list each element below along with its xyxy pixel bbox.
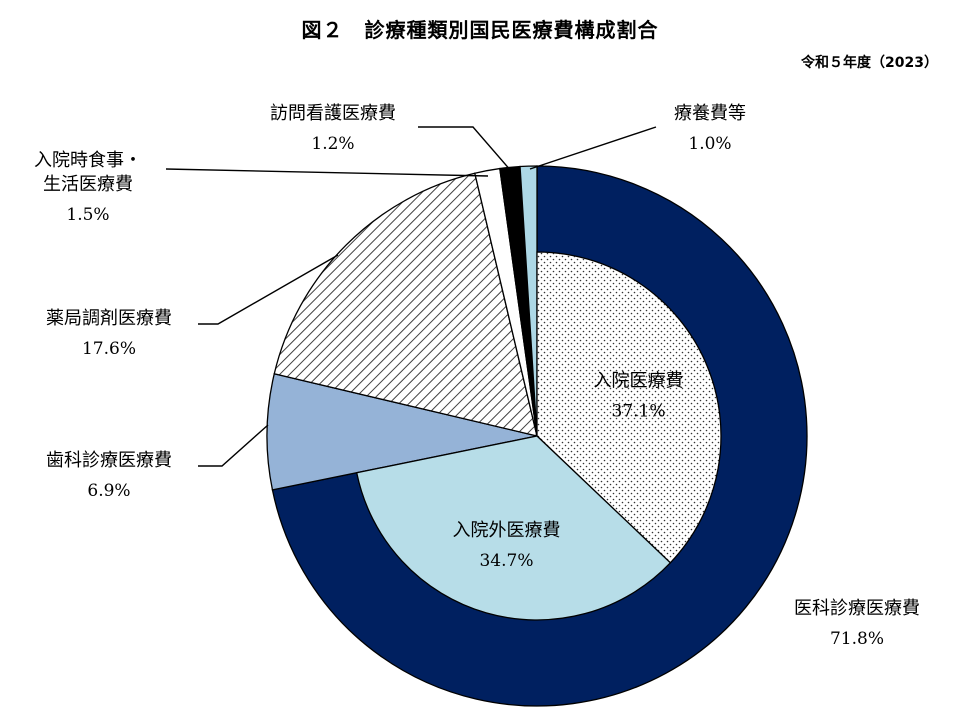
label-outer-4-line-0: 訪問看護医療費	[270, 103, 396, 124]
leader-line-1	[198, 424, 269, 467]
label-outer-1-line-0: 歯科診療医療費	[46, 450, 172, 471]
label-outer-3-line-0: 入院時食事・	[34, 150, 142, 171]
value-label-outer-1: 6.9%	[87, 481, 130, 501]
value-label-inner-1: 34.7%	[479, 551, 533, 571]
chart-title: 図２ 診療種類別国民医療費構成割合	[301, 18, 659, 42]
slice-outer-1	[266, 373, 538, 491]
label-inner-1: 入院外医療費	[453, 520, 561, 541]
label-outer-5-line-0: 療養費等	[674, 103, 746, 124]
chart-subtitle: 令和５年度（2023）	[801, 55, 938, 71]
slice-inner-1	[355, 435, 672, 621]
label-outer-2-line-0: 薬局調剤医療費	[46, 308, 172, 329]
leader-line-5	[529, 126, 657, 170]
slice-inner-0	[536, 251, 722, 564]
leader-line-4	[418, 126, 513, 173]
value-label-inner-0: 37.1%	[611, 402, 665, 422]
value-label-outer-4: 1.2%	[311, 134, 354, 154]
label-outer-0-line-0: 医科診療医療費	[794, 598, 920, 619]
slice-outer-2	[273, 172, 538, 437]
value-label-outer-5: 1.0%	[688, 134, 731, 154]
label-outer-3-line-1: 生活医療費	[43, 174, 133, 195]
label-inner-0: 入院医療費	[594, 371, 684, 392]
leader-line-2	[198, 254, 339, 325]
value-label-outer-3: 1.5%	[66, 205, 109, 225]
value-label-outer-2: 17.6%	[82, 339, 136, 359]
leader-line-3	[165, 168, 489, 177]
value-label-outer-0: 71.8%	[830, 629, 884, 649]
